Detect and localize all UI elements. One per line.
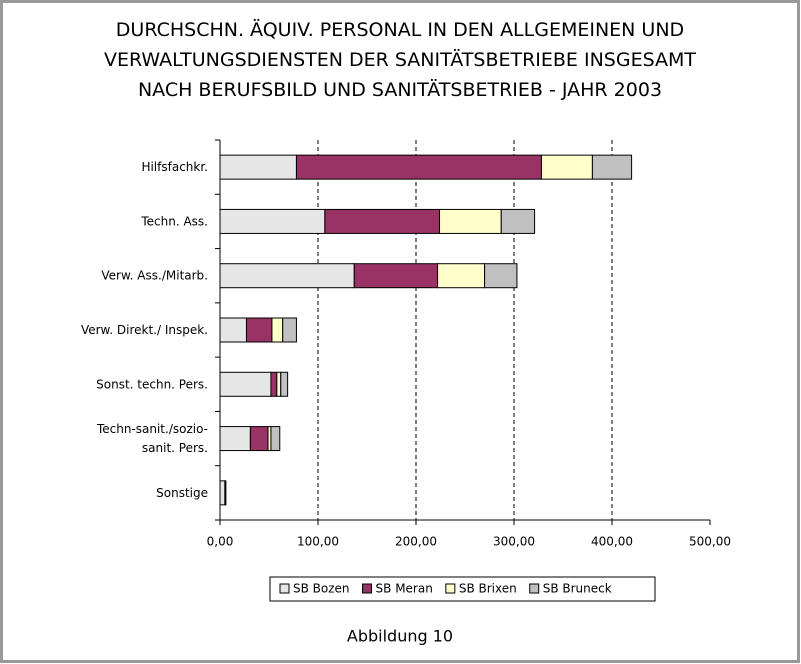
bar xyxy=(484,263,518,289)
bar xyxy=(219,371,272,397)
x-tick-label: 200,00 xyxy=(395,535,437,549)
bar xyxy=(591,154,633,180)
x-tick-label: 0,00 xyxy=(207,535,234,549)
x-tick-label: 500,00 xyxy=(689,535,731,549)
bar xyxy=(219,480,226,506)
bar xyxy=(249,426,269,452)
x-tick-label: 100,00 xyxy=(297,535,339,549)
bar xyxy=(219,154,297,180)
legend-swatch xyxy=(445,583,456,594)
bar xyxy=(270,426,281,452)
bar xyxy=(224,480,227,506)
bar xyxy=(439,208,502,234)
bar xyxy=(540,154,593,180)
bar xyxy=(282,317,297,343)
y-tick-label: Techn-sanit./sozio-sanit. Pers. xyxy=(96,422,208,455)
bar xyxy=(271,317,284,343)
bar xyxy=(276,371,282,397)
bar xyxy=(219,208,326,234)
bar xyxy=(500,208,536,234)
legend-label: SB Brixen xyxy=(459,582,517,596)
bar xyxy=(270,371,278,397)
legend-swatch xyxy=(529,583,540,594)
y-tick-label: Sonstige xyxy=(156,485,208,499)
bar xyxy=(280,371,289,397)
y-tick-label: Sonst. techn. Pers. xyxy=(96,377,208,391)
bar xyxy=(324,208,441,234)
legend-swatch xyxy=(279,583,290,594)
legend-label: SB Meran xyxy=(376,582,433,596)
legend-box xyxy=(269,576,656,602)
bar xyxy=(437,263,486,289)
caption: Abbildung 10 xyxy=(347,627,453,646)
bar xyxy=(245,317,273,343)
x-tick-label: 300,00 xyxy=(493,535,535,549)
y-tick-label: Verw. Ass./Mitarb. xyxy=(101,268,208,282)
chart-title: DURCHSCHN. ÄQUIV. PERSONAL IN DEN ALLGEM… xyxy=(104,18,696,101)
y-tick-label: Verw. Direkt./ Inspek. xyxy=(81,323,208,337)
legend-label: SB Bozen xyxy=(293,582,350,596)
bar xyxy=(219,426,251,452)
x-tick-label: 400,00 xyxy=(591,535,633,549)
y-tick-label: Techn. Ass. xyxy=(140,214,208,228)
bar xyxy=(353,263,439,289)
bar xyxy=(219,317,247,343)
y-tick-label: Hilfsfachkr. xyxy=(141,160,208,174)
legend-label: SB Bruneck xyxy=(543,582,612,596)
bar xyxy=(219,263,355,289)
bar xyxy=(295,154,542,180)
legend-swatch xyxy=(362,583,373,594)
